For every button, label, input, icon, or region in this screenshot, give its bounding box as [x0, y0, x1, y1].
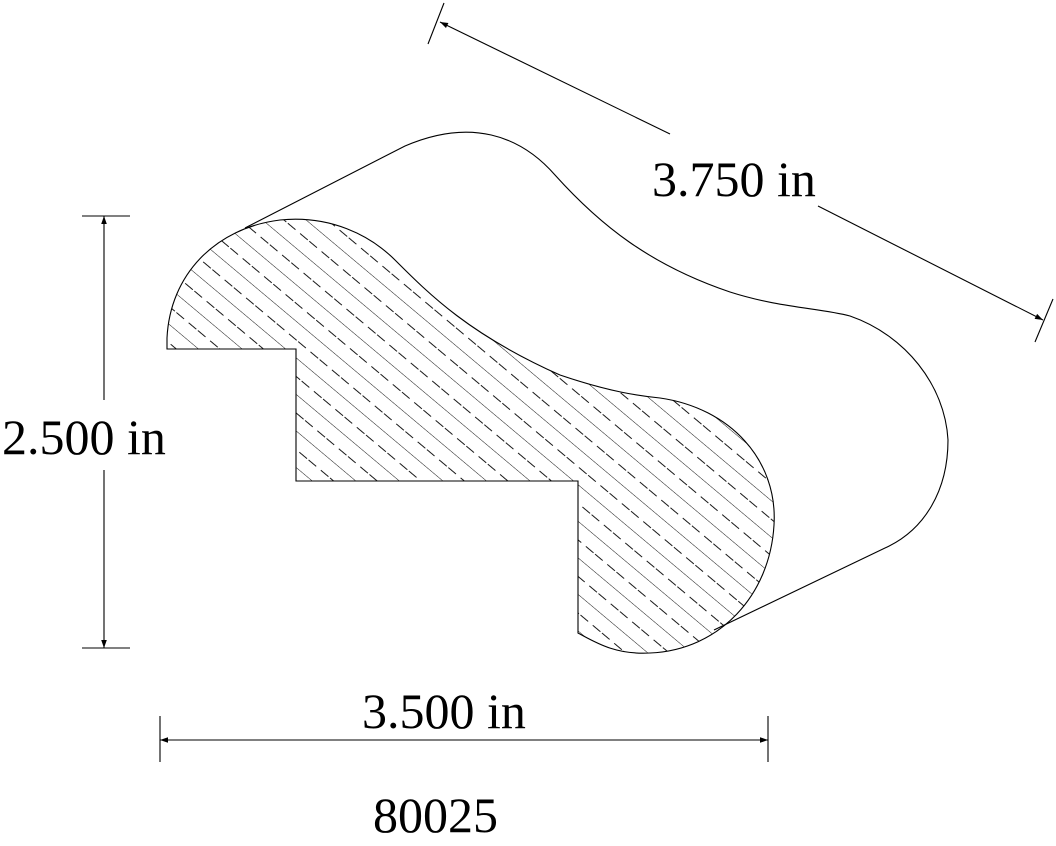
width-dimension-label: 3.500 in	[362, 683, 526, 739]
height-dimension: 2.500 in	[2, 215, 166, 649]
width-dimension: 3.500 in	[159, 683, 769, 762]
hatched-cross-section	[166, 218, 775, 654]
profile-back-outline	[244, 131, 949, 631]
diagonal-dimension: 3.750 in	[427, 2, 1054, 343]
height-dimension-label: 2.500 in	[2, 409, 166, 465]
diagonal-dimension-label: 3.750 in	[652, 151, 816, 207]
part-number: 80025	[373, 787, 498, 843]
